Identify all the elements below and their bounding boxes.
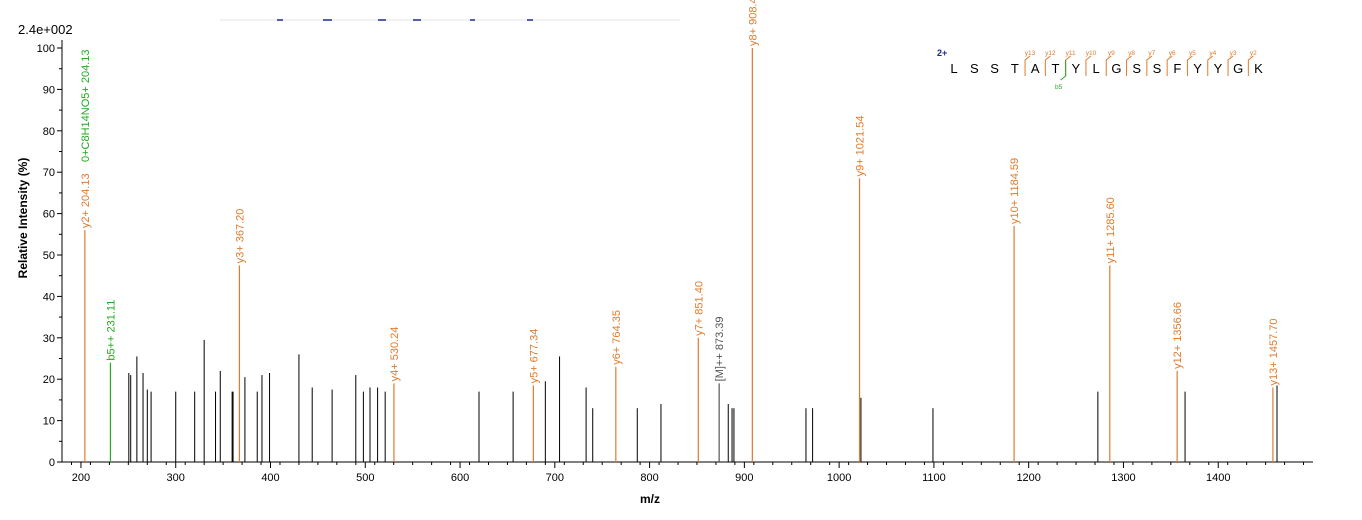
y-axis-title: Relative Intensity (%) xyxy=(16,158,30,279)
peak-label: b5++ 231.11 xyxy=(105,300,117,361)
x-tick-label: 900 xyxy=(735,472,753,484)
y-tick-label: 40 xyxy=(43,291,55,303)
y-ion-marker-label: y10 xyxy=(1086,50,1097,57)
y-ion-bracket xyxy=(1247,55,1254,76)
y-ion-marker-label: y12 xyxy=(1045,50,1056,57)
y-ion-marker-label: y2 xyxy=(1250,50,1257,57)
y-tick-label: 50 xyxy=(43,250,55,262)
sequence-residue: G xyxy=(1233,61,1243,76)
peak-label: y4+ 530.24 xyxy=(389,327,401,382)
scale-label: 2.4e+002 xyxy=(18,22,73,37)
y-tick-label: 60 xyxy=(43,209,55,221)
y-ion-bracket xyxy=(1085,55,1092,76)
sequence-residue: Y xyxy=(1214,61,1223,76)
x-tick-label: 1200 xyxy=(1016,472,1040,484)
x-tick-label: 300 xyxy=(167,472,185,484)
peak-label: y9+ 1021.54 xyxy=(855,116,867,177)
y-ion-bracket xyxy=(1065,55,1071,76)
peak-extra-label: 0+C8H14NO5+ 204.13 xyxy=(80,49,92,162)
b-ion-marker-label: b5 xyxy=(1055,84,1063,91)
y-tick-label: 30 xyxy=(43,333,55,345)
y-ion-bracket xyxy=(1207,55,1214,76)
x-tick-label: 1300 xyxy=(1111,472,1135,484)
b-ion-bracket xyxy=(1060,60,1067,81)
sequence-residue: S xyxy=(990,61,999,76)
peak-label: y12+ 1356.66 xyxy=(1172,302,1184,369)
sequence-residue: T xyxy=(1011,61,1019,76)
x-tick-label: 200 xyxy=(72,472,90,484)
peak-label: y5+ 677.34 xyxy=(528,329,540,384)
y-ion-marker-label: y8 xyxy=(1128,50,1135,57)
y-ion-bracket xyxy=(1166,55,1173,76)
sequence-residue: F xyxy=(1173,61,1181,76)
y-ion-marker-label: y7 xyxy=(1148,50,1155,57)
y-tick-label: 90 xyxy=(43,84,55,96)
y-ion-marker-label: y3 xyxy=(1230,50,1237,57)
y-tick-label: 100 xyxy=(37,43,55,55)
axes: 0 10 20 30 40 50 60 70 80 90 100 200 300 400 500 600 700… xyxy=(37,40,1313,484)
x-tick-label: 1100 xyxy=(922,472,946,484)
y-ion-bracket xyxy=(1024,55,1031,76)
x-tick-label: 800 xyxy=(640,472,658,484)
labels-layer: y2+ 204.13 0+C8H14NO5+ 204.13 b5++ 231.11 y… xyxy=(80,0,1280,385)
sequence-residue: G xyxy=(1111,61,1121,76)
x-tick-label: 500 xyxy=(356,472,374,484)
x-tick-label: 600 xyxy=(451,472,469,484)
peak-label: y7+ 851.40 xyxy=(693,281,705,336)
sequence-residue: S xyxy=(970,61,979,76)
y-ion-bracket xyxy=(1105,55,1112,76)
peak-label: y11+ 1285.60 xyxy=(1105,197,1117,263)
sequence-residue: T xyxy=(1052,61,1060,76)
peak-label: y3+ 367.20 xyxy=(234,209,246,264)
peak-label: y2+ 204.13 xyxy=(80,173,92,228)
y-ion-marker-label: y11 xyxy=(1066,50,1076,57)
peaks-layer xyxy=(84,48,1278,462)
y-ion-marker-label: y6 xyxy=(1169,50,1176,57)
x-tick-label: 1400 xyxy=(1206,472,1230,484)
y-ion-bracket xyxy=(1044,55,1051,76)
x-tick-label: 700 xyxy=(546,472,564,484)
sequence-residue: L xyxy=(950,61,957,76)
sequence-residue: K xyxy=(1254,61,1263,76)
y-tick-label: 20 xyxy=(43,374,55,386)
peak-label: y13+ 1457.70 xyxy=(1268,318,1280,385)
x-tick-label: 1000 xyxy=(827,472,851,484)
y-ion-marker-label: y4 xyxy=(1209,50,1216,57)
sequence-residue: S xyxy=(1132,61,1141,76)
y-tick-label: 10 xyxy=(43,416,55,428)
y-tick-label: 70 xyxy=(43,167,55,179)
sequence-residue: A xyxy=(1031,61,1040,76)
y-ion-bracket xyxy=(1186,55,1193,76)
y-ion-bracket xyxy=(1126,55,1132,76)
peak-label: y10+ 1184.59 xyxy=(1009,158,1021,224)
sequence-residue: L xyxy=(1092,61,1099,76)
x-axis-title: m/z xyxy=(640,492,660,506)
peak-label: y6+ 764.35 xyxy=(611,310,623,365)
sequence-residue: Y xyxy=(1193,61,1202,76)
sequence-residue: S xyxy=(1153,61,1162,76)
y-ion-bracket xyxy=(1227,55,1234,76)
y-tick-label: 0 xyxy=(49,457,55,469)
peak-label: [M]++ 873.39 xyxy=(714,317,726,382)
y-tick-label: 80 xyxy=(43,126,55,138)
y-ion-marker-label: y9 xyxy=(1108,50,1115,57)
y-ion-marker-label: y13 xyxy=(1025,50,1036,57)
peak-label: y8+ 908.42 xyxy=(747,0,759,46)
sequence-residue: Y xyxy=(1071,61,1080,76)
x-tick-label: 400 xyxy=(261,472,279,484)
charge-state: 2+ xyxy=(937,48,947,58)
y-ion-marker-label: y5 xyxy=(1189,50,1196,57)
y-ion-bracket xyxy=(1146,55,1153,76)
